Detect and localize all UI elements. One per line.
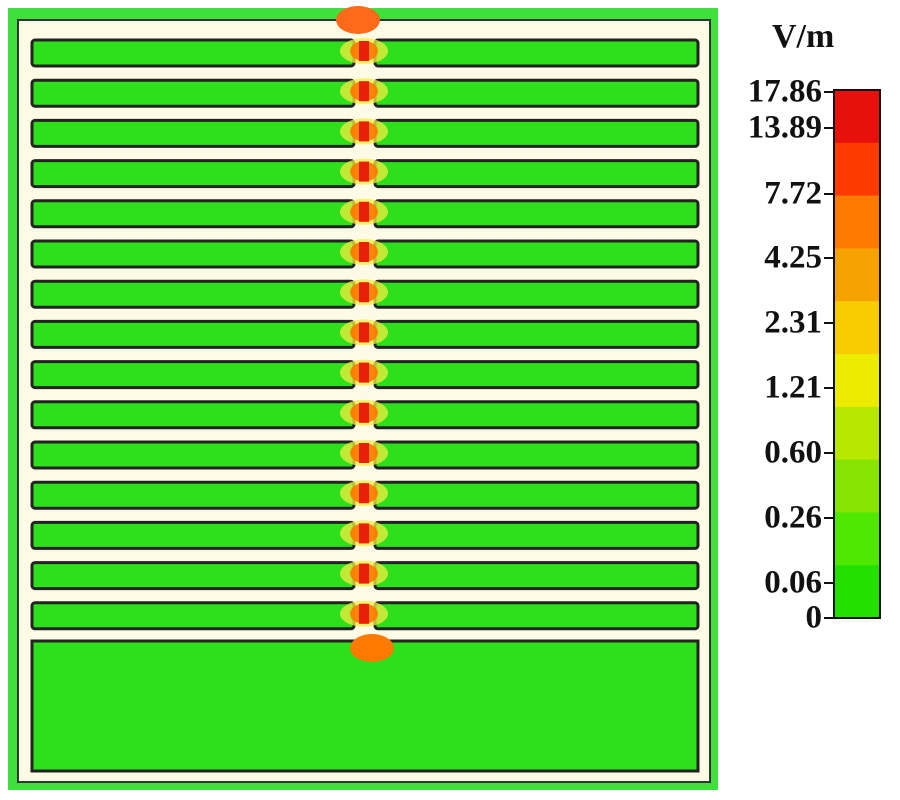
finger-row	[30, 118, 700, 148]
colorbar-segment	[834, 565, 880, 619]
finger-row	[30, 480, 700, 510]
finger-left	[30, 118, 356, 148]
colorbar-tick-label: 4.25	[764, 239, 822, 276]
colorbar-tick-label: 0.60	[764, 434, 822, 471]
finger-row	[30, 400, 700, 430]
colorbar-tick-label: 17.86	[747, 73, 822, 110]
hotspot-core	[359, 523, 369, 544]
hotspot-core	[359, 563, 369, 584]
hotspot-bottom	[350, 634, 394, 662]
colorbar-segment	[834, 354, 880, 408]
finger-left	[30, 279, 356, 309]
finger-right	[373, 520, 700, 550]
hotspot-core	[359, 443, 369, 463]
hotspot-core	[359, 362, 369, 383]
hotspot-core	[359, 242, 369, 262]
finger-row	[30, 38, 700, 68]
hotspot-core	[359, 322, 369, 343]
finger-row	[30, 239, 700, 269]
hotspot-core	[359, 81, 369, 102]
finger-right	[373, 601, 700, 631]
finger-right	[373, 159, 700, 189]
finger-left	[30, 159, 356, 189]
finger-row	[30, 279, 700, 309]
finger-left	[30, 360, 356, 390]
finger-right	[373, 480, 700, 510]
finger-row	[30, 319, 700, 349]
colorbar-segment	[834, 195, 880, 249]
finger-right	[373, 118, 700, 148]
colorbar-segment	[834, 459, 880, 513]
finger-left	[30, 520, 356, 550]
colorbar-segment	[834, 301, 880, 355]
colorbar-tick-label: 0	[805, 599, 823, 636]
hotspot-core	[359, 161, 369, 182]
hotspot-core	[359, 402, 369, 423]
colorbar-unit: V/m	[772, 18, 835, 55]
bottom-pad	[30, 639, 700, 773]
finger-left	[30, 319, 356, 349]
colorbar-segment	[834, 406, 880, 461]
finger-left	[30, 480, 356, 510]
hotspot-core	[359, 483, 369, 504]
finger-left	[30, 561, 356, 591]
finger-right	[373, 319, 700, 349]
gap-hotspots	[336, 6, 394, 662]
finger-rows	[30, 38, 700, 631]
finger-right	[373, 239, 700, 269]
finger-left	[30, 400, 356, 430]
finger-right	[373, 360, 700, 390]
hotspot-core	[359, 41, 369, 61]
hotspot-core	[359, 603, 369, 624]
finger-right	[373, 38, 700, 68]
finger-left	[30, 78, 356, 108]
finger-right	[373, 440, 700, 470]
hotspot-core	[359, 201, 369, 222]
colorbar-tick-label: 1.21	[764, 369, 822, 406]
colorbar-border	[833, 89, 881, 619]
finger-right	[373, 561, 700, 591]
colorbar-tick-label: 13.89	[747, 109, 822, 146]
finger-left	[30, 440, 356, 470]
finger-left	[30, 38, 356, 68]
colorbar-segment	[834, 90, 880, 144]
colorbar-tick-label: 7.72	[764, 175, 822, 212]
finger-right	[373, 199, 700, 229]
finger-left	[30, 239, 356, 269]
finger-row	[30, 440, 700, 470]
colorbar-tick-label: 0.06	[764, 564, 822, 601]
hotspot-core	[359, 282, 369, 303]
colorbar-segment	[834, 142, 880, 197]
finger-right	[373, 78, 700, 108]
finger-left	[30, 199, 356, 229]
hotspot-core	[359, 121, 369, 142]
colorbar-segment	[834, 248, 880, 302]
colorbar-tick-label: 2.31	[764, 304, 822, 341]
colorbar-tick-label: 0.26	[764, 499, 822, 536]
colorbar-segment	[834, 512, 880, 566]
finger-right	[373, 400, 700, 430]
finger-left	[30, 601, 356, 631]
hotspot-top	[336, 6, 380, 34]
colorbar	[824, 89, 881, 619]
finger-right	[373, 279, 700, 309]
